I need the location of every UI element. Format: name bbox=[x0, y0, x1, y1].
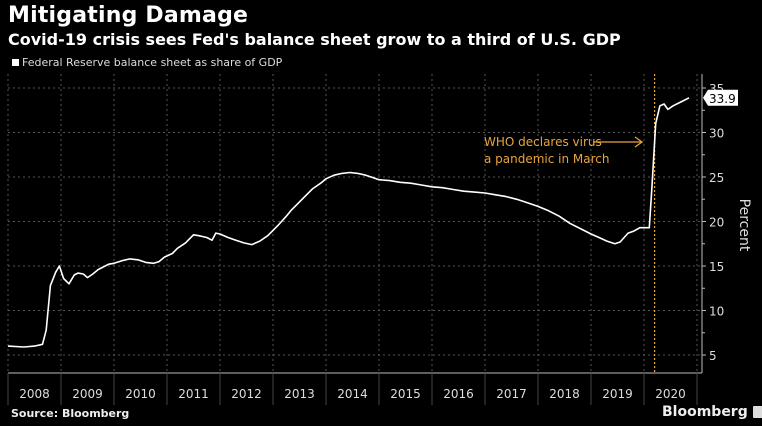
annotation-text: a pandemic in March bbox=[484, 152, 610, 166]
annotation-arrowhead bbox=[634, 136, 644, 148]
source-note: Source: Bloomberg bbox=[11, 407, 130, 420]
brand-name: Bloomberg bbox=[662, 404, 748, 420]
y-axis-label: Percent bbox=[736, 199, 752, 252]
x-tick-label: 2018 bbox=[549, 387, 580, 401]
x-tick-label: 2016 bbox=[443, 387, 474, 401]
y-tick-label: 20 bbox=[709, 216, 724, 230]
x-tick-label: 2015 bbox=[390, 387, 421, 401]
last-value-badge bbox=[703, 89, 738, 106]
x-tick-label: 2012 bbox=[231, 387, 262, 401]
grid-lines bbox=[7, 74, 702, 373]
brand-logo: Bloomberg bbox=[662, 404, 762, 420]
bloomberg-chart-icon bbox=[752, 406, 762, 418]
y-tick-label: 10 bbox=[709, 305, 724, 319]
legend-label: Federal Reserve balance sheet as share o… bbox=[22, 56, 283, 69]
x-tick-label: 2019 bbox=[602, 387, 633, 401]
legend-swatch bbox=[12, 59, 19, 66]
y-tick-label: 30 bbox=[709, 127, 724, 141]
chart-title: Mitigating Damage bbox=[8, 3, 249, 28]
series-layer bbox=[7, 97, 690, 348]
annotation: WHO declares virus a pandemic in March bbox=[484, 74, 656, 373]
series-line bbox=[7, 97, 690, 348]
x-tick-label: 2014 bbox=[337, 387, 368, 401]
y-tick-label: 15 bbox=[709, 260, 724, 274]
y-tick-label: 5 bbox=[709, 349, 717, 363]
chart-subtitle: Covid-19 crisis sees Fed's balance sheet… bbox=[8, 30, 621, 49]
last-value-label: 33.9 bbox=[709, 92, 736, 106]
annotation-text: WHO declares virus bbox=[484, 135, 602, 149]
y-tick-label: 25 bbox=[709, 171, 724, 185]
axes bbox=[7, 74, 706, 405]
x-tick-label: 2011 bbox=[178, 387, 209, 401]
x-tick-label: 2013 bbox=[284, 387, 315, 401]
x-tick-label: 2017 bbox=[496, 387, 527, 401]
legend: Federal Reserve balance sheet as share o… bbox=[12, 56, 282, 69]
x-tick-label: 2010 bbox=[125, 387, 156, 401]
x-tick-label: 2009 bbox=[72, 387, 103, 401]
x-tick-label: 2008 bbox=[19, 387, 50, 401]
x-tick-label: 2020 bbox=[655, 387, 686, 401]
